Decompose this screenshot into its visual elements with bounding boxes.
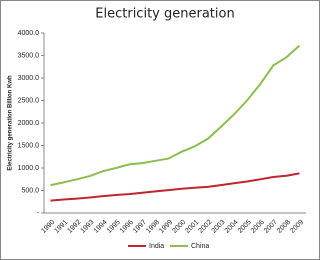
- y-tick-label: 2500.0: [18, 97, 40, 104]
- y-axis-label: Electricity generation Billion Kwh: [8, 75, 14, 171]
- legend-label: China: [191, 243, 209, 250]
- y-tick-label: -: [37, 210, 40, 217]
- y-tick-label: 500.0: [21, 187, 39, 194]
- y-tick-label: 1500.0: [18, 142, 40, 149]
- series-line: [50, 44, 301, 187]
- y-tick-label: 3500.0: [18, 52, 40, 59]
- chart-title: Electricity generation: [95, 7, 234, 22]
- y-tick-label: 2000.0: [18, 120, 40, 127]
- y-tick-label: 3000.0: [18, 75, 40, 82]
- legend-label: India: [149, 243, 164, 250]
- y-tick-label: 1000.0: [18, 165, 40, 172]
- y-tick-label: 4000.0: [18, 30, 40, 37]
- series-line: [50, 172, 300, 202]
